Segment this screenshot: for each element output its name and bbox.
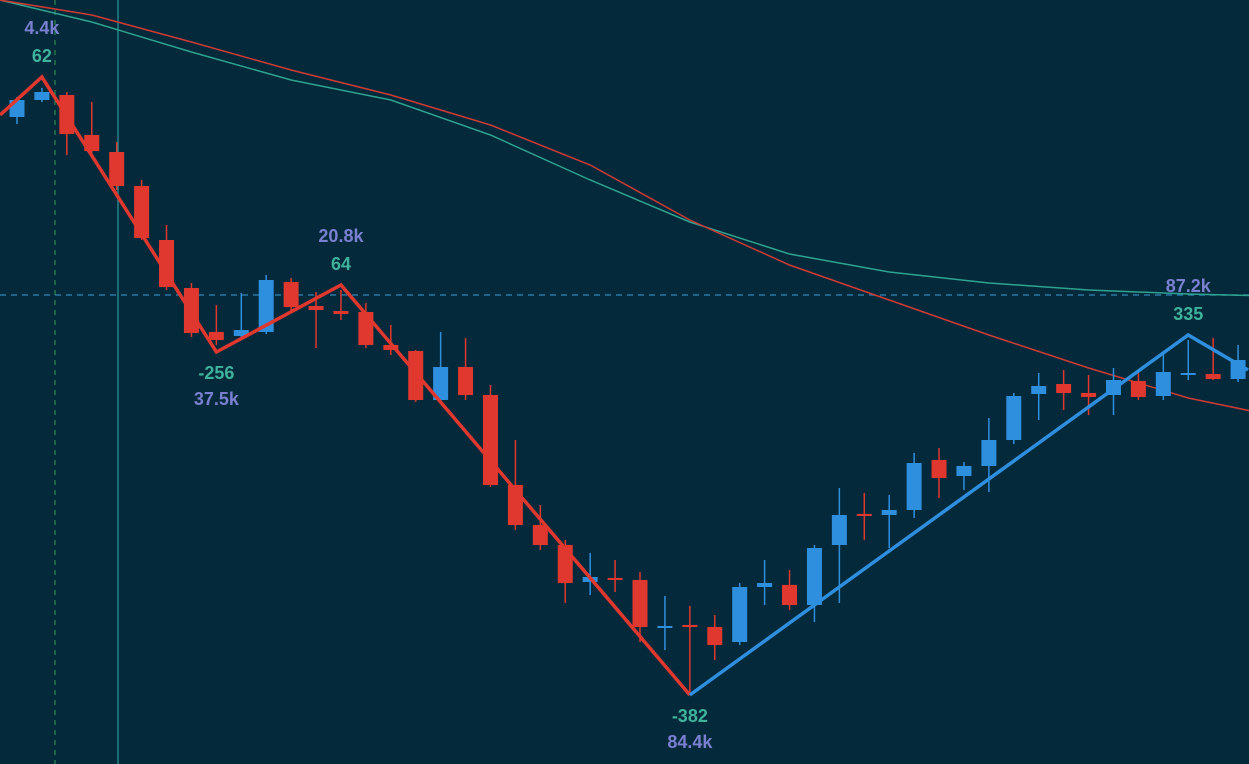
candle-body <box>283 282 299 307</box>
pivot-change: 64 <box>331 254 351 274</box>
pivot-change: 335 <box>1173 304 1203 324</box>
candle-body <box>482 395 498 485</box>
candle-body <box>806 548 822 605</box>
candle-body <box>233 330 249 336</box>
moving-average <box>0 0 1249 412</box>
candle-body <box>383 345 399 350</box>
candle-body <box>981 440 997 466</box>
pivot-change: 62 <box>32 46 52 66</box>
candle-body <box>682 625 698 627</box>
candle-body <box>208 332 224 340</box>
candle-body <box>258 280 274 332</box>
candle-body <box>1205 374 1221 379</box>
candle-body <box>707 627 723 645</box>
candle-body <box>34 92 50 100</box>
pivot-volume: 84.4k <box>667 732 713 752</box>
candle-body <box>856 514 872 516</box>
candle-body <box>657 626 673 628</box>
candle-body <box>1006 396 1022 440</box>
zigzag-line <box>688 332 1249 697</box>
moving-average <box>0 0 1249 297</box>
candle-body <box>1031 386 1047 394</box>
candle-body <box>1056 384 1072 393</box>
candle-body <box>757 583 773 587</box>
pivot-volume: 87.2k <box>1166 276 1212 296</box>
candle-body <box>1130 381 1146 397</box>
candle-body <box>109 152 125 186</box>
candle-body <box>1180 373 1196 375</box>
candle-body <box>333 311 349 314</box>
candle-body <box>906 463 922 510</box>
pivot-change: -256 <box>198 363 234 383</box>
candle-body <box>732 587 748 642</box>
candle-body <box>632 580 648 627</box>
candle-body <box>532 525 548 545</box>
candle-body <box>433 367 449 400</box>
candle-body <box>782 585 798 605</box>
candle-body <box>1155 372 1171 396</box>
candle-body <box>1081 393 1097 397</box>
pivot-volume: 4.4k <box>24 18 60 38</box>
candle-body <box>159 240 175 287</box>
zigzag-line <box>0 74 692 697</box>
candle-body <box>831 515 847 545</box>
candle-body <box>607 578 623 580</box>
candle-body <box>956 466 972 476</box>
candle-body <box>458 367 474 395</box>
candle-body <box>358 312 374 345</box>
pivot-volume: 37.5k <box>194 389 240 409</box>
candle-body <box>881 510 897 515</box>
candle-body <box>931 460 947 478</box>
pivot-change: -382 <box>672 706 708 726</box>
candle-body <box>308 306 324 310</box>
pivot-volume: 20.8k <box>318 226 364 246</box>
candle-body <box>134 186 150 238</box>
